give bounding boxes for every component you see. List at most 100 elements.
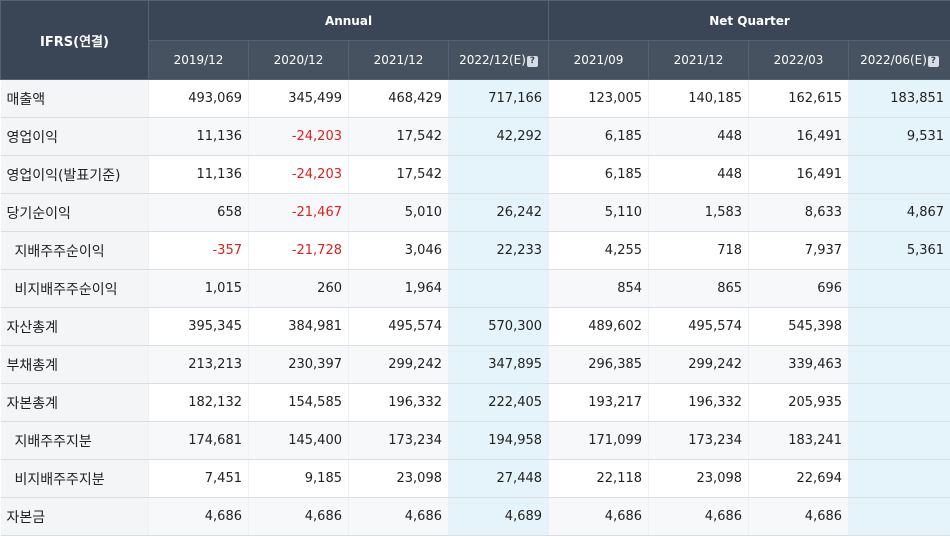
row-label[interactable]: 자산총계 xyxy=(1,308,149,346)
value-cell: 140,185 xyxy=(649,80,749,118)
value-cell: 123,005 xyxy=(549,80,649,118)
value-cell: 489,602 xyxy=(549,308,649,346)
value-cell: 545,398 xyxy=(749,308,849,346)
value-cell xyxy=(849,156,950,194)
value-cell: 1,015 xyxy=(149,270,249,308)
value-cell: 8,633 xyxy=(749,194,849,232)
value-cell: 205,935 xyxy=(749,384,849,422)
value-cell: 6,185 xyxy=(549,156,649,194)
value-cell: 854 xyxy=(549,270,649,308)
value-cell: 296,385 xyxy=(549,346,649,384)
value-cell: -21,467 xyxy=(249,194,349,232)
value-cell: 23,098 xyxy=(649,460,749,498)
row-label[interactable]: 영업이익(발표기준) xyxy=(1,156,149,194)
value-cell: 22,233 xyxy=(449,232,549,270)
value-cell: 1,964 xyxy=(349,270,449,308)
value-cell: -21,728 xyxy=(249,232,349,270)
row-label[interactable]: 비지배주주지분 xyxy=(1,460,149,498)
row-label[interactable]: 지배주주지분 xyxy=(1,422,149,460)
value-cell: 5,010 xyxy=(349,194,449,232)
column-header-estimate: 2022/12(E)? xyxy=(449,41,549,80)
value-cell: 16,491 xyxy=(749,156,849,194)
column-header-estimate: 2022/06(E)? xyxy=(849,41,950,80)
row-label[interactable]: 매출액 xyxy=(1,80,149,118)
value-cell: 696 xyxy=(749,270,849,308)
value-cell: -357 xyxy=(149,232,249,270)
value-cell: 299,242 xyxy=(649,346,749,384)
value-cell: 299,242 xyxy=(349,346,449,384)
value-cell: 196,332 xyxy=(349,384,449,422)
value-cell: 145,400 xyxy=(249,422,349,460)
row-label[interactable]: 영업이익 xyxy=(1,118,149,156)
value-cell: 395,345 xyxy=(149,308,249,346)
value-cell xyxy=(449,270,549,308)
column-header: 2019/12 xyxy=(149,41,249,80)
value-cell: 183,851 xyxy=(849,80,950,118)
value-cell: 17,542 xyxy=(349,156,449,194)
row-label[interactable]: 부채총계 xyxy=(1,346,149,384)
value-cell: 11,136 xyxy=(149,156,249,194)
value-cell: 345,499 xyxy=(249,80,349,118)
column-header: 2021/12 xyxy=(649,41,749,80)
value-cell: 718 xyxy=(649,232,749,270)
value-cell: 468,429 xyxy=(349,80,449,118)
value-cell: 4,867 xyxy=(849,194,950,232)
value-cell: -24,203 xyxy=(249,118,349,156)
column-header: 2020/12 xyxy=(249,41,349,80)
value-cell: 11,136 xyxy=(149,118,249,156)
value-cell: 865 xyxy=(649,270,749,308)
value-cell: 493,069 xyxy=(149,80,249,118)
value-cell xyxy=(849,308,950,346)
value-cell: 16,491 xyxy=(749,118,849,156)
value-cell: 260 xyxy=(249,270,349,308)
value-cell: 193,217 xyxy=(549,384,649,422)
value-cell: 448 xyxy=(649,156,749,194)
value-cell: 27,448 xyxy=(449,460,549,498)
value-cell xyxy=(849,460,950,498)
value-cell: 222,405 xyxy=(449,384,549,422)
row-label[interactable]: 당기순이익 xyxy=(1,194,149,232)
value-cell: 213,213 xyxy=(149,346,249,384)
value-cell: 495,574 xyxy=(349,308,449,346)
value-cell: 174,681 xyxy=(149,422,249,460)
annual-group-header: Annual xyxy=(149,1,549,41)
value-cell: 182,132 xyxy=(149,384,249,422)
column-header: 2021/12 xyxy=(349,41,449,80)
value-cell: 17,542 xyxy=(349,118,449,156)
value-cell: 154,585 xyxy=(249,384,349,422)
quarter-group-header: Net Quarter xyxy=(549,1,950,41)
value-cell: 194,958 xyxy=(449,422,549,460)
value-cell: 4,255 xyxy=(549,232,649,270)
value-cell: 42,292 xyxy=(449,118,549,156)
row-label[interactable]: 비지배주주순이익 xyxy=(1,270,149,308)
value-cell: 6,185 xyxy=(549,118,649,156)
value-cell xyxy=(849,422,950,460)
column-header: 2021/09 xyxy=(549,41,649,80)
value-cell: 3,046 xyxy=(349,232,449,270)
value-cell: 183,241 xyxy=(749,422,849,460)
value-cell: 7,937 xyxy=(749,232,849,270)
value-cell: 448 xyxy=(649,118,749,156)
value-cell: 196,332 xyxy=(649,384,749,422)
value-cell xyxy=(849,384,950,422)
value-cell: -24,203 xyxy=(249,156,349,194)
help-icon[interactable]: ? xyxy=(928,56,939,67)
value-cell: 162,615 xyxy=(749,80,849,118)
row-label[interactable]: 지배주주순이익 xyxy=(1,232,149,270)
value-cell: 7,451 xyxy=(149,460,249,498)
value-cell: 22,118 xyxy=(549,460,649,498)
value-cell: 339,463 xyxy=(749,346,849,384)
help-icon[interactable]: ? xyxy=(527,56,538,67)
row-label[interactable]: 자본총계 xyxy=(1,384,149,422)
value-cell: 347,895 xyxy=(449,346,549,384)
value-cell: 9,185 xyxy=(249,460,349,498)
